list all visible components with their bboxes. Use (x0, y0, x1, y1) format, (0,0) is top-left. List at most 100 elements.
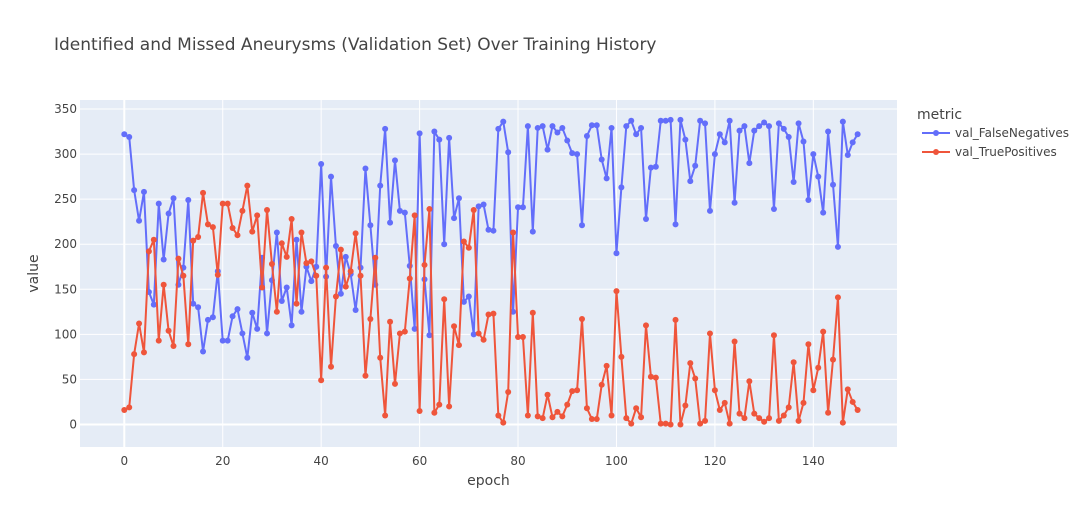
data-point (820, 209, 827, 216)
data-point (569, 150, 576, 157)
data-point (564, 137, 571, 144)
data-point (716, 131, 723, 138)
data-point (741, 415, 748, 422)
data-point (401, 209, 408, 216)
data-point (485, 226, 492, 233)
data-point (638, 124, 645, 131)
data-point (657, 420, 664, 427)
data-point (554, 129, 561, 136)
data-point (677, 421, 684, 428)
data-point (706, 207, 713, 214)
data-point (416, 407, 423, 414)
data-point (347, 268, 354, 275)
x-tick-label: 140 (802, 454, 825, 468)
data-point (391, 380, 398, 387)
y-axis-title: value (26, 254, 42, 292)
data-point (204, 221, 211, 228)
data-point (175, 255, 182, 262)
data-point (224, 337, 231, 344)
data-point (687, 178, 694, 185)
data-point (352, 307, 359, 313)
data-point (785, 133, 792, 140)
y-axis-ticks: 0 50 100 150 200 250 300 350 (54, 102, 77, 431)
data-point (692, 162, 699, 169)
data-point (564, 401, 571, 408)
data-point (800, 399, 807, 406)
data-point (239, 207, 246, 214)
data-point (830, 181, 837, 188)
data-point (726, 117, 733, 124)
x-tick-label: 20 (215, 454, 230, 468)
legend-item-val_TruePositives[interactable]: val_TruePositives (922, 145, 1057, 159)
data-point (820, 328, 827, 335)
data-point (460, 298, 467, 305)
data-point (519, 204, 526, 211)
data-point (574, 387, 581, 394)
data-point (697, 117, 704, 124)
legend-item-val_FalseNegatives[interactable]: val_FalseNegatives (922, 126, 1069, 140)
data-point (702, 120, 709, 127)
data-point (495, 412, 502, 419)
data-point (308, 278, 315, 285)
data-point (834, 294, 841, 301)
data-point (160, 256, 167, 263)
data-point (362, 372, 369, 379)
data-point (411, 325, 418, 332)
data-point (598, 381, 605, 388)
data-point (308, 258, 315, 265)
data-point (313, 263, 320, 270)
data-point (323, 264, 330, 271)
data-point (234, 232, 241, 239)
data-point (465, 293, 472, 300)
data-point (170, 195, 177, 202)
data-point (229, 224, 236, 231)
data-point (746, 160, 753, 167)
data-point (249, 309, 256, 316)
x-tick-label: 80 (510, 454, 525, 468)
y-tick-label: 350 (54, 102, 77, 116)
data-point (756, 415, 763, 422)
data-point (652, 374, 659, 381)
data-point (170, 343, 177, 350)
data-point (362, 165, 369, 172)
data-point (736, 410, 743, 417)
data-point (342, 253, 349, 260)
data-point (839, 419, 846, 426)
data-point (628, 420, 635, 427)
data-point (382, 125, 389, 132)
data-point (519, 334, 526, 341)
data-point (190, 237, 197, 244)
data-point (150, 301, 157, 308)
data-point (711, 151, 718, 158)
x-tick-label: 40 (314, 454, 329, 468)
data-point (500, 118, 507, 125)
legend-items: val_FalseNegatives val_TruePositives (922, 126, 1069, 159)
data-point (337, 246, 344, 253)
data-point (254, 212, 261, 219)
data-point (136, 320, 143, 327)
legend[interactable]: metric val_FalseNegatives val_TruePositiv… (917, 107, 1069, 159)
y-tick-label: 200 (54, 237, 77, 251)
y-tick-label: 0 (69, 417, 77, 431)
data-point (155, 337, 162, 344)
data-point (145, 248, 152, 255)
data-point (598, 156, 605, 163)
data-point (524, 412, 531, 419)
data-point (647, 164, 654, 171)
data-point (539, 123, 546, 130)
data-point (834, 243, 841, 250)
data-point (697, 420, 704, 427)
data-point (121, 407, 128, 414)
data-point (844, 386, 851, 393)
data-point (426, 332, 433, 339)
data-point (761, 418, 768, 425)
data-point (411, 212, 418, 219)
data-point (687, 360, 694, 367)
data-point (642, 322, 649, 329)
chart-title: Identified and Missed Aneurysms (Validat… (54, 35, 657, 55)
data-point (549, 123, 556, 130)
data-point (731, 338, 738, 345)
data-point (446, 134, 453, 141)
data-point (259, 284, 266, 291)
data-point (377, 354, 384, 361)
